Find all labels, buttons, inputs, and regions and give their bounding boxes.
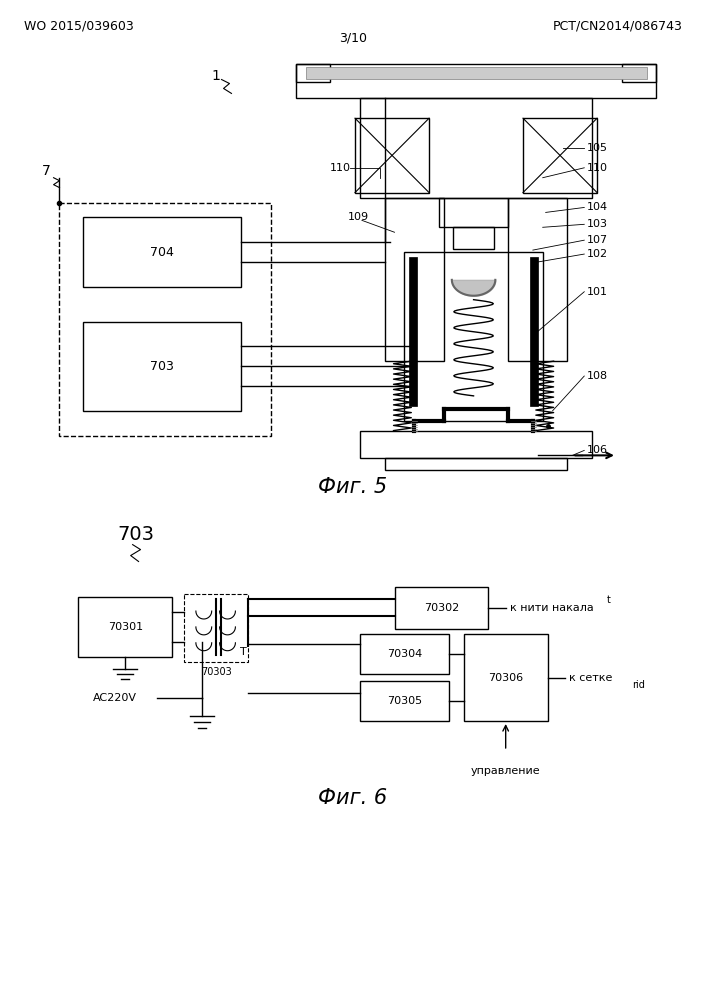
- Text: WO 2015/039603: WO 2015/039603: [24, 19, 134, 32]
- Bar: [404, 252, 543, 421]
- Bar: [360, 98, 592, 198]
- Text: PCT/CN2014/086743: PCT/CN2014/086743: [553, 19, 683, 32]
- Text: 101: 101: [588, 287, 608, 297]
- Bar: [523, 118, 597, 193]
- Bar: [385, 198, 444, 361]
- Text: 703: 703: [151, 360, 174, 373]
- Bar: [296, 64, 330, 82]
- Text: Фиг. 5: Фиг. 5: [318, 477, 387, 497]
- Bar: [78, 597, 173, 657]
- Text: 105: 105: [588, 143, 608, 153]
- Bar: [508, 198, 568, 361]
- Bar: [83, 322, 241, 411]
- Text: AC220V: AC220V: [93, 693, 137, 703]
- Bar: [360, 634, 449, 674]
- Bar: [385, 458, 568, 470]
- Text: rid: rid: [631, 680, 645, 690]
- Text: 107: 107: [588, 235, 608, 245]
- Text: 104: 104: [588, 202, 608, 212]
- Text: 106: 106: [588, 445, 608, 455]
- Text: 110: 110: [330, 163, 351, 173]
- Text: 103: 103: [588, 219, 608, 229]
- Text: 70304: 70304: [387, 649, 422, 659]
- Bar: [184, 594, 248, 662]
- Bar: [83, 217, 241, 287]
- Text: 3/10: 3/10: [339, 32, 367, 45]
- Text: t: t: [607, 595, 611, 605]
- Bar: [360, 431, 592, 458]
- Bar: [452, 227, 494, 249]
- Bar: [621, 64, 656, 82]
- Text: Фиг. 6: Фиг. 6: [318, 788, 387, 808]
- Text: 110: 110: [588, 163, 608, 173]
- Bar: [355, 118, 429, 193]
- Text: 70301: 70301: [107, 622, 143, 632]
- Bar: [464, 634, 548, 721]
- Text: T: T: [240, 647, 247, 657]
- Text: 108: 108: [588, 371, 608, 381]
- Bar: [296, 64, 656, 98]
- Text: 70302: 70302: [423, 603, 459, 613]
- Bar: [305, 67, 646, 79]
- Text: 704: 704: [151, 246, 174, 259]
- Text: 70303: 70303: [201, 667, 231, 677]
- Bar: [439, 198, 508, 227]
- Text: 1: 1: [211, 69, 221, 83]
- Bar: [530, 257, 538, 406]
- Text: 7: 7: [42, 164, 50, 178]
- Text: 109: 109: [348, 212, 369, 222]
- Bar: [395, 587, 489, 629]
- Bar: [59, 202, 271, 436]
- Bar: [360, 681, 449, 721]
- Text: к нити накала: к нити накала: [510, 603, 594, 613]
- Text: управление: управление: [471, 766, 540, 776]
- Text: 70306: 70306: [488, 673, 523, 683]
- Text: 70305: 70305: [387, 696, 422, 706]
- Text: 102: 102: [588, 249, 608, 259]
- Text: 703: 703: [118, 525, 155, 544]
- Bar: [409, 257, 417, 406]
- Text: к сетке: к сетке: [569, 673, 613, 683]
